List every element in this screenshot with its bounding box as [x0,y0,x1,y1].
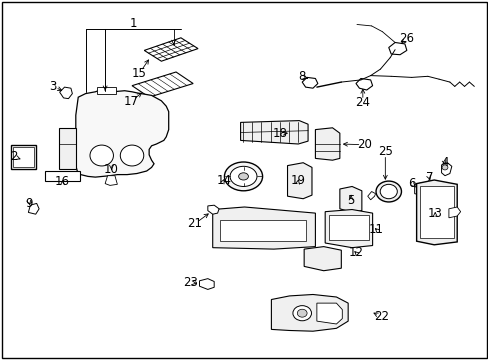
Polygon shape [144,38,198,61]
Polygon shape [271,294,347,331]
Polygon shape [414,183,424,195]
Text: 16: 16 [55,175,70,188]
Ellipse shape [224,162,262,191]
Polygon shape [416,180,456,245]
Text: 18: 18 [272,127,286,140]
Text: 5: 5 [346,194,354,207]
Bar [419,186,453,238]
Text: 9: 9 [25,197,33,210]
Polygon shape [304,247,341,271]
Polygon shape [287,163,311,199]
Polygon shape [105,176,117,185]
Polygon shape [76,90,168,177]
Polygon shape [441,163,451,176]
Ellipse shape [427,188,436,195]
Polygon shape [315,128,339,160]
Polygon shape [316,303,342,324]
Text: 17: 17 [123,95,138,108]
Text: 12: 12 [348,246,363,259]
Text: 25: 25 [377,145,392,158]
Text: 20: 20 [356,138,371,151]
Text: 22: 22 [373,310,388,323]
Polygon shape [388,42,406,55]
Bar [13,147,34,167]
Ellipse shape [441,165,447,170]
Text: 26: 26 [399,32,413,45]
Polygon shape [132,72,193,97]
Text: 8: 8 [298,70,305,83]
Bar [97,87,116,94]
Polygon shape [448,207,460,218]
Text: 3: 3 [49,80,57,93]
Ellipse shape [375,181,401,202]
Text: 13: 13 [427,207,442,220]
Ellipse shape [380,184,397,199]
Ellipse shape [238,173,248,180]
Bar [11,145,36,169]
Text: 6: 6 [407,177,415,190]
Polygon shape [212,207,315,249]
Text: 7: 7 [425,171,432,184]
Text: 14: 14 [216,174,231,186]
Text: 15: 15 [132,67,146,80]
Polygon shape [28,203,39,214]
Text: 10: 10 [104,163,119,176]
Ellipse shape [429,189,434,194]
Polygon shape [339,186,361,212]
Polygon shape [199,279,214,289]
Polygon shape [302,77,317,88]
Polygon shape [60,87,72,99]
Text: 11: 11 [368,223,383,236]
Text: 24: 24 [355,96,369,109]
Text: 1: 1 [129,17,137,30]
Ellipse shape [120,145,143,166]
Text: 4: 4 [440,156,448,169]
Ellipse shape [292,306,311,321]
Polygon shape [325,210,372,248]
Bar [45,171,80,181]
Text: 2: 2 [10,150,18,163]
Ellipse shape [297,309,306,317]
Bar [328,215,368,240]
Text: 23: 23 [183,276,198,289]
Ellipse shape [90,145,113,166]
Polygon shape [367,192,375,200]
Text: 21: 21 [187,217,202,230]
Text: 19: 19 [290,174,305,187]
Polygon shape [207,205,219,214]
Polygon shape [355,78,372,90]
Polygon shape [59,128,76,169]
Bar [220,220,305,241]
Polygon shape [240,121,307,144]
Ellipse shape [229,166,257,186]
